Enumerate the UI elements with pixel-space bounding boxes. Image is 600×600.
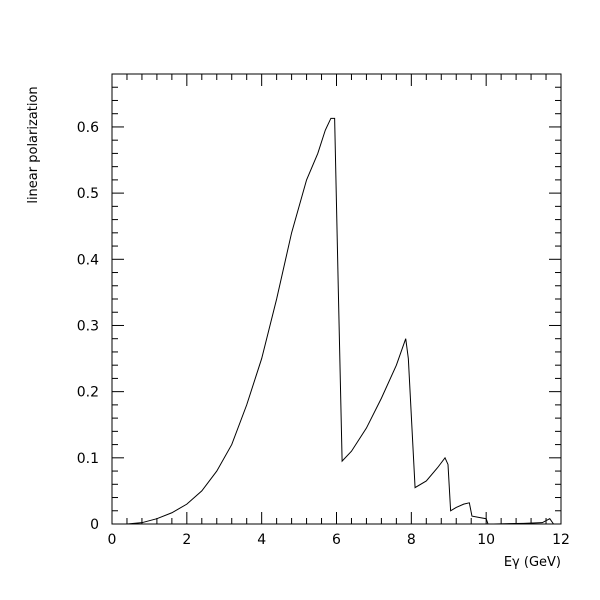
- x-tick-label: 12: [552, 532, 570, 548]
- y-tick-label: 0.3: [77, 318, 99, 334]
- x-tick-label: 6: [332, 532, 341, 548]
- y-tick-labels: 0 0.1 0.2 0.3 0.4 0.5 0.6: [77, 120, 99, 533]
- axis-ticks: [111, 73, 562, 525]
- plot-frame: [111, 73, 562, 525]
- x-tick-labels: 0 2 4 6 8 10 12: [108, 532, 570, 548]
- polarization-curve: [126, 117, 554, 525]
- y-tick-label: 0.1: [77, 451, 99, 467]
- x-tick-label: 2: [182, 532, 191, 548]
- x-tick-label: 8: [407, 532, 416, 548]
- x-tick-label: 0: [108, 532, 117, 548]
- y-tick-label: 0: [90, 517, 99, 533]
- y-axis-label: linear polarization: [26, 86, 41, 203]
- y-tick-label: 0.6: [77, 120, 99, 136]
- y-tick-label: 0.4: [77, 252, 99, 268]
- x-tick-label: 4: [257, 532, 266, 548]
- y-tick-label: 0.2: [77, 385, 99, 401]
- y-tick-label: 0.5: [77, 186, 99, 202]
- x-axis-label: Eγ (GeV): [504, 555, 561, 570]
- x-tick-label: 10: [477, 532, 495, 548]
